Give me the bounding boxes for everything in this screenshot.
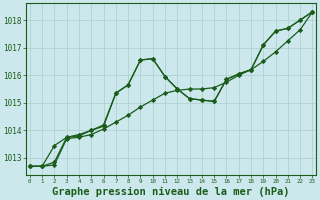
X-axis label: Graphe pression niveau de la mer (hPa): Graphe pression niveau de la mer (hPa) [52, 186, 290, 197]
